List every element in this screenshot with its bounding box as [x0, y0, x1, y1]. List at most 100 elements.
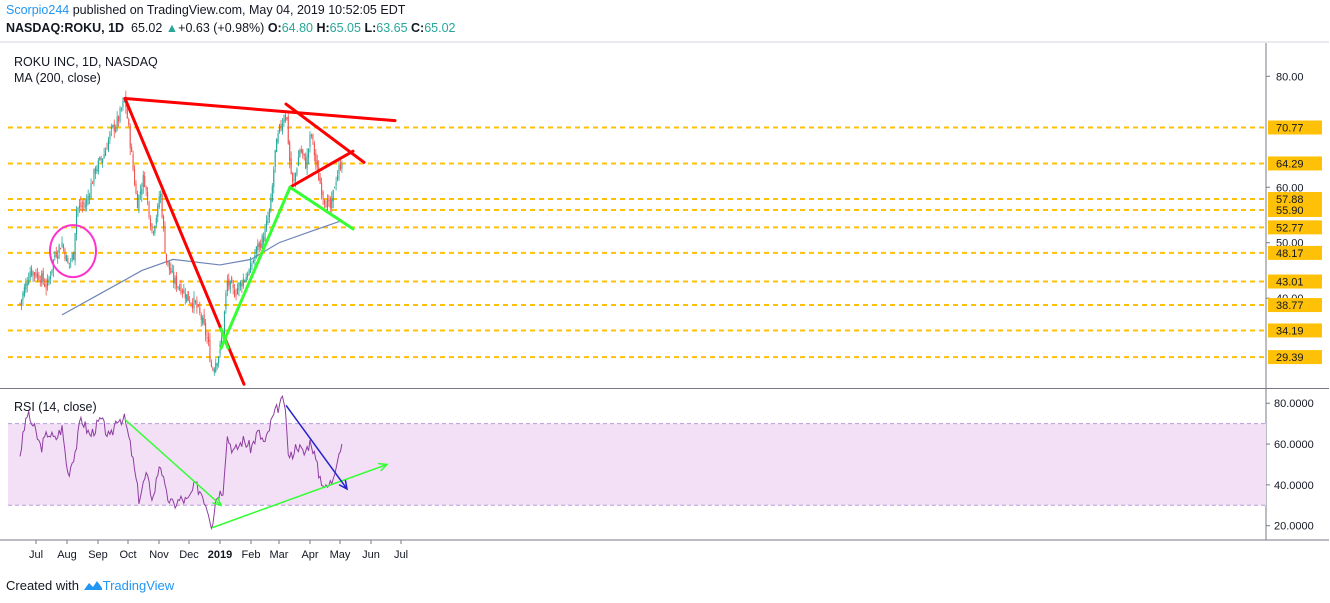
- price-pane: [8, 90, 1266, 386]
- candle-body: [331, 198, 333, 209]
- candle-body: [239, 281, 241, 287]
- price-tick-label: 80.00: [1276, 71, 1304, 83]
- candle-body: [120, 108, 123, 110]
- ma-200-line: [61, 219, 343, 316]
- candle-body: [93, 168, 95, 184]
- candle-body: [28, 279, 30, 284]
- time-tick-label: Jul: [29, 549, 43, 561]
- level-tag: [1268, 203, 1322, 218]
- ohlc-header: NASDAQ:ROKU, 1D 65.02 ▲+0.63 (+0.98%) O:…: [6, 21, 456, 35]
- candle-body: [215, 363, 217, 372]
- candle-body: [112, 125, 114, 128]
- candle-body: [77, 207, 79, 211]
- candle-body: [299, 150, 301, 157]
- change-value: +0.63 (+0.98%): [178, 21, 265, 35]
- candle-body: [190, 303, 192, 305]
- level-tag: [1268, 120, 1322, 135]
- candle-body: [261, 235, 263, 248]
- rsi-arrowhead: [338, 479, 349, 491]
- candle-body: [173, 271, 175, 284]
- time-tick-label: Mar: [270, 549, 289, 561]
- candle-body: [235, 294, 237, 296]
- candle-body: [142, 174, 144, 188]
- candle-body: [129, 125, 131, 149]
- tradingview-brand[interactable]: TradingView: [102, 578, 175, 593]
- candle-body: [292, 172, 294, 182]
- candle-body: [255, 246, 257, 254]
- candle-body: [184, 293, 186, 299]
- candle-body: [200, 314, 202, 321]
- candle-body: [44, 283, 46, 287]
- level-tag-label: 70.77: [1276, 123, 1304, 135]
- created-with-label: Created with: [6, 578, 79, 593]
- candle-body: [103, 154, 105, 159]
- candle-body: [131, 147, 133, 152]
- candle-body: [302, 149, 304, 155]
- candle-body: [242, 279, 244, 287]
- candle-body: [268, 209, 270, 218]
- candle-body: [32, 271, 34, 277]
- candle-body: [286, 117, 288, 120]
- candle-body: [337, 175, 339, 180]
- rsi-tick-label: 80.0000: [1274, 398, 1314, 410]
- candle-body: [335, 182, 337, 186]
- candle-body: [22, 293, 24, 301]
- candle-body: [310, 135, 312, 137]
- candle-body: [247, 274, 249, 278]
- candle-body: [23, 287, 25, 296]
- candle-body: [260, 243, 262, 249]
- time-tick-label: Jul: [394, 549, 408, 561]
- candle-body: [236, 288, 239, 295]
- level-tag: [1268, 192, 1322, 207]
- level-tag: [1268, 323, 1322, 338]
- candle-body: [197, 305, 199, 307]
- author-link[interactable]: Scorpio244: [6, 3, 70, 17]
- ma-legend: MA (200, close): [14, 71, 101, 85]
- candle-body: [319, 177, 321, 184]
- candle-body: [206, 336, 208, 339]
- candle-body: [100, 158, 102, 160]
- candle-body: [54, 255, 56, 258]
- level-tag: [1268, 298, 1322, 313]
- candle-body: [115, 127, 117, 133]
- candle-body: [91, 183, 94, 185]
- candle-body: [202, 317, 204, 324]
- candle-body: [273, 169, 275, 187]
- candle-body: [180, 284, 182, 294]
- trendline-green: [219, 185, 292, 350]
- candle-body: [26, 283, 28, 286]
- candle-body: [193, 297, 195, 309]
- candle-body: [283, 119, 285, 124]
- candle-body: [122, 101, 124, 108]
- candle-body: [306, 154, 308, 169]
- low-value: 63.65: [376, 21, 408, 35]
- candle-body: [221, 337, 223, 346]
- candle-body: [176, 276, 178, 288]
- candle-body: [158, 196, 160, 208]
- last-price: 65.02: [131, 21, 163, 35]
- candle-body: [110, 126, 112, 130]
- rsi-pane: [8, 394, 1266, 531]
- trendline-red: [284, 102, 366, 164]
- price-tick-label: 60.00: [1276, 182, 1304, 194]
- candle-body: [250, 262, 252, 273]
- open-value: 64.80: [281, 21, 313, 35]
- candle-body: [297, 157, 299, 167]
- candle-body: [186, 294, 188, 302]
- candle-body: [199, 307, 201, 314]
- candle-body: [277, 133, 279, 143]
- candle-body: [257, 243, 259, 250]
- candle-body: [189, 300, 191, 303]
- candle-body: [126, 104, 128, 119]
- candle-body: [64, 249, 66, 259]
- rsi-line: [19, 394, 343, 531]
- candle-body: [209, 340, 211, 362]
- candle-body: [294, 173, 297, 182]
- candle-body: [163, 216, 165, 227]
- candle-body: [339, 163, 341, 170]
- rsi-trendline-blue: [285, 404, 348, 490]
- candle-body: [119, 108, 121, 121]
- candle-body: [210, 362, 212, 367]
- candle-body: [287, 116, 289, 144]
